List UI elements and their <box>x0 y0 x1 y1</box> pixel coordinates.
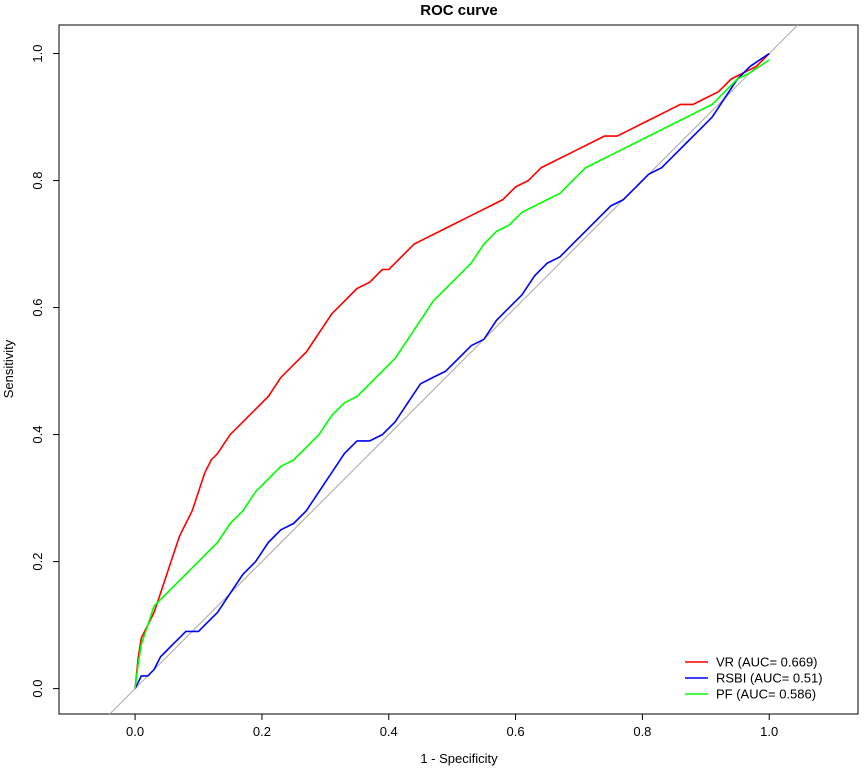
series-line-vr <box>134 53 770 689</box>
y-tick-label: 0.0 <box>30 680 45 698</box>
y-tick-label: 1.0 <box>30 45 45 63</box>
y-tick-label: 0.8 <box>30 172 45 190</box>
x-axis-title: 1 - Specificity <box>420 751 498 766</box>
x-axis: 0.0 0.2 0.4 0.6 0.8 1.0 <box>126 714 778 739</box>
y-axis: 0.0 0.2 0.4 0.6 0.8 1.0 <box>30 45 59 698</box>
x-tick-label: 0.0 <box>126 724 144 739</box>
x-tick-label: 1.0 <box>760 724 778 739</box>
y-axis-title: Sensitivity <box>1 339 16 398</box>
y-tick-label: 0.4 <box>30 426 45 444</box>
x-tick-label: 0.4 <box>380 724 398 739</box>
chart-title: ROC curve <box>420 2 498 19</box>
y-tick-label: 0.6 <box>30 299 45 317</box>
legend: VR (AUC= 0.669)RSBI (AUC= 0.51)PF (AUC= … <box>685 655 823 702</box>
series-line-pf <box>134 59 770 689</box>
legend-label-rsbi: RSBI (AUC= 0.51) <box>716 671 823 686</box>
legend-label-vr: VR (AUC= 0.669) <box>716 655 818 670</box>
plot-frame <box>58 24 859 715</box>
reference-diagonal-line <box>109 24 799 715</box>
y-tick-label: 0.2 <box>30 553 45 571</box>
x-tick-label: 0.2 <box>253 724 271 739</box>
series-line-rsbi <box>134 52 770 689</box>
legend-label-pf: PF (AUC= 0.586) <box>716 687 816 702</box>
x-tick-label: 0.6 <box>507 724 525 739</box>
x-tick-label: 0.8 <box>633 724 651 739</box>
plot-area <box>109 24 799 715</box>
